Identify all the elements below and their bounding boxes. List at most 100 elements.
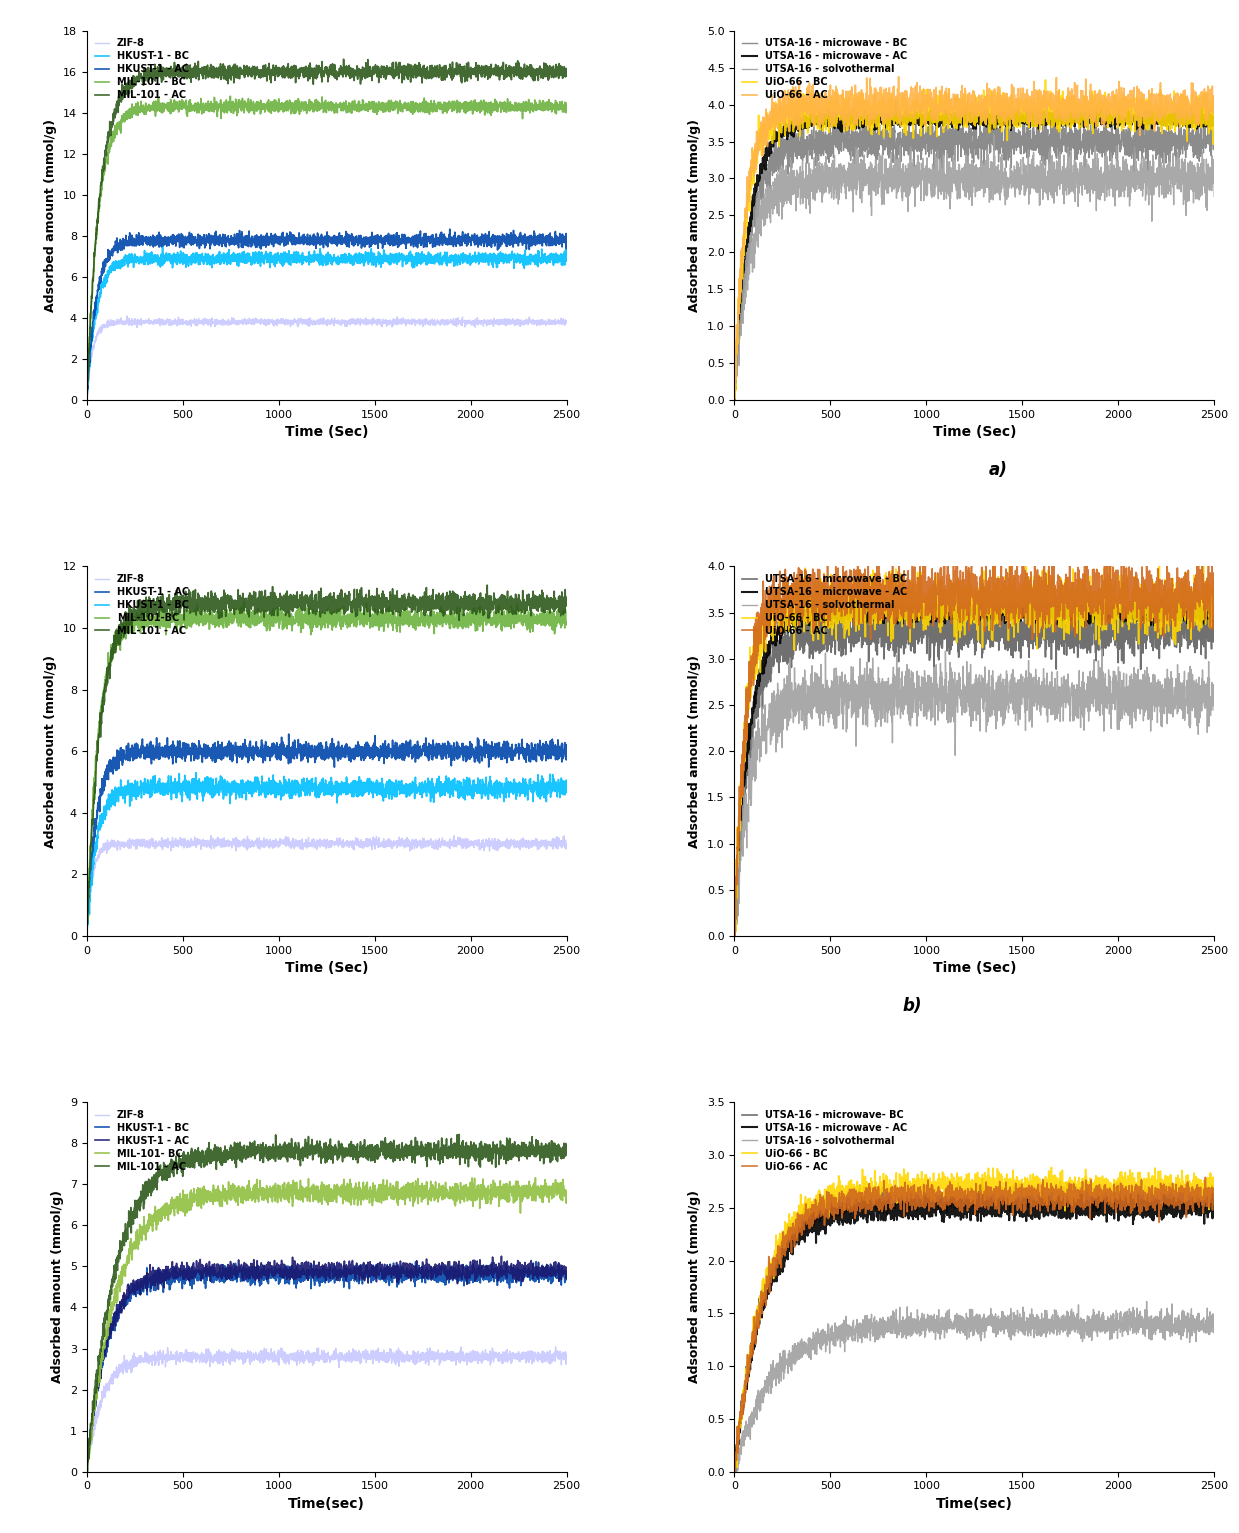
HKUST-1 - BC [188,763,203,782]
HKUST-1 - AC [89,1378,104,1397]
HKUST-1 - BC [89,307,104,325]
HKUST-1 - BC [529,1252,544,1271]
MIL-101 - AC [336,51,351,69]
Line: HKUST-1 - BC: HKUST-1 - BC [87,247,566,399]
UiO-66 - AC [1118,1187,1132,1205]
UTSA-16 - microwave - AC [727,1455,742,1473]
HKUST-1 - BC [470,248,484,267]
ZIF-8 [79,1462,94,1481]
Line: MIL-101-BC: MIL-101-BC [87,601,566,932]
ZIF-8 [265,1344,280,1363]
Legend: UTSA-16 - microwave - BC, UTSA-16 - microwave - AC, UTSA-16 - solvothermal, UiO-: UTSA-16 - microwave - BC, UTSA-16 - micr… [740,572,909,639]
Line: UiO-66 - AC: UiO-66 - AC [735,552,1214,937]
Line: HKUST-1 - AC: HKUST-1 - AC [87,228,566,400]
MIL-101 - AC [265,61,280,80]
Line: UTSA-16 - microwave- BC: UTSA-16 - microwave- BC [735,1179,1214,1472]
UTSA-16 - solvothermal [737,1423,752,1441]
HKUST-1 - AC [265,233,280,251]
MIL-101 - AC [559,590,574,609]
UiO-66 - BC [1137,1190,1152,1208]
UTSA-16 - microwave - AC [913,103,928,121]
UTSA-16 - microwave - AC [1156,115,1171,133]
UiO-66 - AC [995,573,1010,592]
ZIF-8 [489,314,504,333]
ZIF-8 [89,1413,104,1432]
UTSA-16 - microwave - AC [737,776,752,794]
Line: UTSA-16 - solvothermal: UTSA-16 - solvothermal [735,648,1214,937]
UTSA-16 - microwave - AC [1207,109,1222,127]
UTSA-16 - microwave - BC [1137,619,1152,638]
Y-axis label: Adsorbed amount (mmol/g): Adsorbed amount (mmol/g) [689,120,701,311]
UTSA-16 - microwave - BC [1176,586,1191,604]
MIL-101 - AC [79,1462,94,1481]
UTSA-16 - microwave - BC [913,624,928,642]
HKUST-1 - AC [508,1265,523,1283]
UTSA-16 - microwave - AC [1137,598,1152,616]
UTSA-16 - solvothermal [727,1456,742,1475]
UiO-66 - BC [1044,1159,1059,1177]
HKUST-1 - BC [89,832,104,851]
Line: UiO-66 - AC: UiO-66 - AC [735,77,1214,399]
MIL-101 - AC [470,63,484,81]
UiO-66 - BC [1118,101,1132,120]
UTSA-16 - microwave - BC [913,150,928,169]
HKUST-1 - BC [508,253,523,271]
HKUST-1 - BC [559,251,574,270]
ZIF-8 [489,839,504,857]
UTSA-16 - microwave - BC [1207,618,1222,636]
MIL-101 - AC [79,391,94,409]
Y-axis label: Adsorbed amount (mmol/g): Adsorbed amount (mmol/g) [689,655,701,848]
Text: b): b) [903,998,922,1015]
HKUST-1 - AC [489,233,504,251]
UiO-66 - BC [1207,601,1222,619]
Line: HKUST-1 - BC: HKUST-1 - BC [87,773,566,937]
HKUST-1 - BC [489,773,504,791]
UTSA-16 - microwave - AC [995,1199,1010,1217]
HKUST-1 - BC [508,779,523,797]
Legend: ZIF-8, HKUST-1 - AC, HKUST-1 - BC, MIL-101-BC, MIL-101 - AC: ZIF-8, HKUST-1 - AC, HKUST-1 - BC, MIL-1… [92,572,192,639]
ZIF-8 [119,307,134,325]
ZIF-8 [508,1349,523,1367]
UiO-66 - BC [727,388,742,406]
UTSA-16 - solvothermal [995,1315,1010,1334]
MIL-101 - BC [79,386,94,405]
UTSA-16 - solvothermal [1207,701,1222,719]
HKUST-1 - AC [559,1266,574,1285]
UTSA-16 - solvothermal [1156,681,1171,699]
MIL-101 - AC [265,1137,280,1156]
Line: UTSA-16 - solvothermal: UTSA-16 - solvothermal [735,135,1214,396]
MIL-101 - BC [489,98,504,117]
UTSA-16 - microwave- BC [1156,1183,1171,1202]
ZIF-8 [203,826,218,845]
Y-axis label: Adsorbed amount (mmol/g): Adsorbed amount (mmol/g) [51,1191,64,1383]
HKUST-1 - AC [79,1462,94,1481]
UiO-66 - AC [727,911,742,929]
UiO-66 - AC [913,570,928,589]
Line: HKUST-1 - AC: HKUST-1 - AC [87,734,566,937]
Line: UTSA-16 - microwave - BC: UTSA-16 - microwave - BC [735,595,1214,937]
UTSA-16 - microwave- BC [737,1381,752,1400]
HKUST-1 - BC [559,1265,574,1283]
UTSA-16 - solvothermal [995,155,1010,173]
HKUST-1 - BC [347,776,362,794]
UTSA-16 - microwave - BC [1207,133,1222,152]
HKUST-1 - AC [347,745,362,763]
UTSA-16 - microwave- BC [975,1170,990,1188]
MIL-101 - BC [223,87,238,106]
UTSA-16 - microwave - BC [1137,138,1152,156]
MIL-101 - AC [79,921,94,940]
UTSA-16 - solvothermal [1094,639,1109,658]
HKUST-1 - BC [347,247,362,265]
HKUST-1 - BC [470,1259,484,1277]
MIL-101 - AC [471,1142,486,1160]
UiO-66 - BC [913,127,928,146]
HKUST-1 - BC [89,1383,104,1401]
UTSA-16 - solvothermal [1137,688,1152,707]
MIL-101 - AC [508,1144,523,1162]
UTSA-16 - microwave- BC [1137,1188,1152,1206]
UiO-66 - AC [891,67,906,86]
MIL-101- BC [508,1185,523,1203]
MIL-101-BC [489,604,504,622]
Line: MIL-101 - AC: MIL-101 - AC [87,1134,566,1472]
MIL-101 - AC [470,592,484,610]
